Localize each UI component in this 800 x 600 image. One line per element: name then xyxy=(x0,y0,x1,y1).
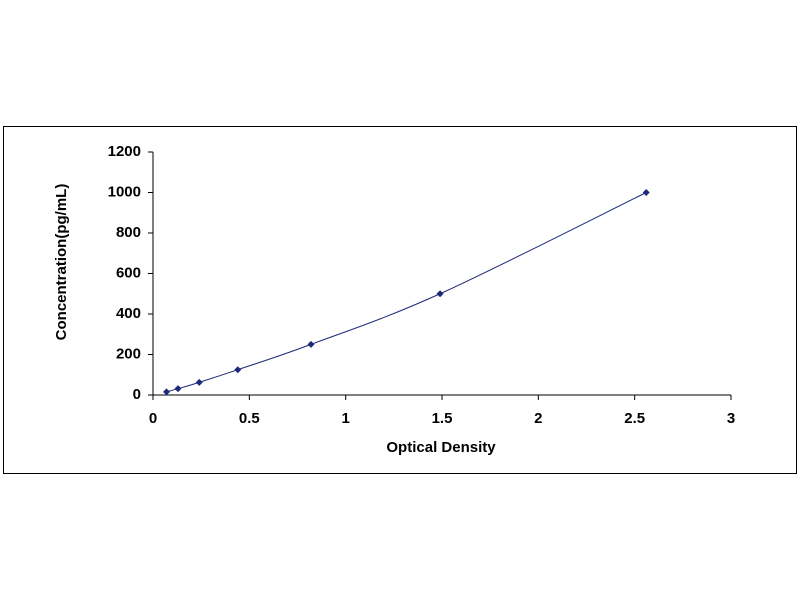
x-tick-label: 0.5 xyxy=(239,410,260,427)
x-tick-label: 2 xyxy=(534,410,542,427)
data-point xyxy=(642,189,650,196)
y-tick-label: 0 xyxy=(133,386,141,403)
x-tick-label: 2.5 xyxy=(624,410,645,427)
y-tick-label: 1200 xyxy=(108,143,141,160)
data-point xyxy=(162,388,170,396)
x-axis-title: Optical Density xyxy=(386,439,496,456)
chart-frame xyxy=(3,126,797,474)
data-point xyxy=(307,340,315,348)
y-tick-label: 800 xyxy=(116,224,141,241)
data-point xyxy=(436,290,444,298)
x-tick-label: 1.5 xyxy=(432,410,453,427)
data-point xyxy=(174,385,182,393)
y-tick-label: 400 xyxy=(116,305,141,322)
x-tick-label: 1 xyxy=(341,410,349,427)
x-tick-label: 0 xyxy=(149,410,157,427)
x-tick-label: 3 xyxy=(727,410,735,427)
y-axis-title: Concentration(pg/mL) xyxy=(53,184,70,341)
y-tick-label: 200 xyxy=(116,345,141,362)
y-tick-label: 600 xyxy=(116,264,141,281)
data-point xyxy=(195,378,203,386)
data-point xyxy=(234,366,242,374)
y-tick-label: 1000 xyxy=(108,183,141,200)
